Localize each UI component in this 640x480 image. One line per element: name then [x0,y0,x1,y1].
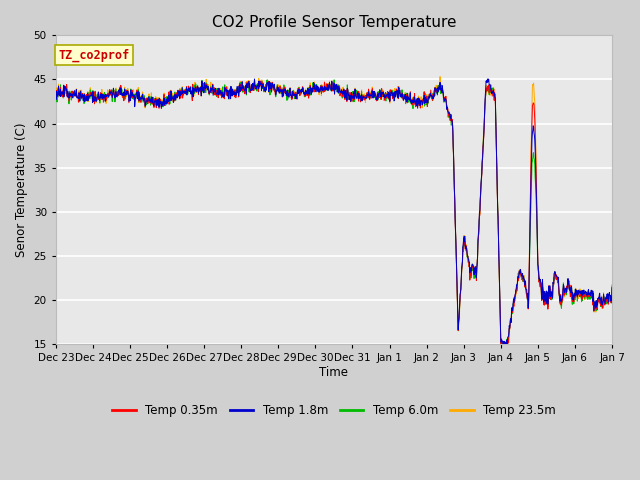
Y-axis label: Senor Temperature (C): Senor Temperature (C) [15,122,28,257]
X-axis label: Time: Time [319,366,348,379]
Text: TZ_co2prof: TZ_co2prof [59,48,130,62]
Title: CO2 Profile Sensor Temperature: CO2 Profile Sensor Temperature [212,15,456,30]
Legend: Temp 0.35m, Temp 1.8m, Temp 6.0m, Temp 23.5m: Temp 0.35m, Temp 1.8m, Temp 6.0m, Temp 2… [108,399,561,421]
